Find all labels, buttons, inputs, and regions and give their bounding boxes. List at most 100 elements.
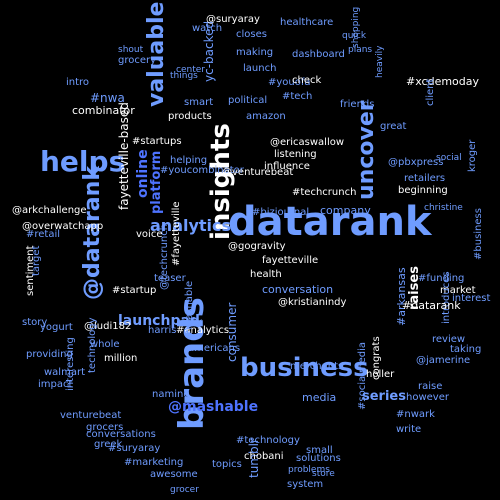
cloud-word: #business (473, 208, 484, 260)
cloud-word: #tech (282, 91, 313, 102)
cloud-word: @ludi182 (84, 321, 132, 332)
cloud-word: @suryaray (206, 14, 260, 25)
cloud-word: fayetteville-based (117, 102, 131, 210)
cloud-word: smart (184, 97, 214, 108)
cloud-word: #retail (26, 229, 61, 240)
cloud-word: helps (40, 145, 126, 178)
cloud-word: amazon (246, 111, 286, 122)
cloud-word: client (425, 78, 436, 106)
cloud-word: #suryaray (108, 443, 161, 454)
cloud-word: check (292, 75, 322, 86)
cloud-word: impact (38, 379, 73, 390)
cloud-word: launchpad (118, 313, 200, 329)
cloud-word: helping (170, 155, 208, 166)
cloud-word: fayetteville (262, 255, 319, 266)
cloud-word: @mashable (168, 399, 259, 415)
cloud-word: #analytics (176, 325, 230, 336)
cloud-word: @gogravity (228, 241, 286, 252)
cloud-word: grocer (170, 485, 199, 495)
cloud-word: walmart (44, 367, 85, 378)
cloud-word: @overwatchapp (22, 221, 104, 232)
cloud-word: system (287, 479, 324, 490)
cloud-word: combinator (72, 104, 135, 117)
cloud-word: yogurt (40, 322, 73, 333)
cloud-word: #bizjournal (252, 207, 310, 218)
cloud-word: raise (418, 381, 443, 392)
cloud-word: naming (152, 389, 190, 400)
cloud-word: online (135, 149, 151, 198)
cloud-word: conversation (262, 283, 334, 296)
cloud-word: closes (236, 29, 267, 40)
cloud-word: watch (192, 23, 223, 34)
cloud-word: topics (212, 459, 242, 470)
cloud-word: technology (87, 317, 98, 373)
cloud-word: small (306, 445, 333, 456)
cloud-word: greek (94, 439, 123, 450)
cloud-word: datarank (228, 199, 432, 245)
cloud-word: taking (450, 344, 482, 355)
cloud-word: launch (243, 63, 277, 74)
cloud-word: providing (26, 349, 73, 360)
cloud-word: center (176, 65, 205, 75)
cloud-word: heavily (375, 45, 385, 78)
cloud-word: store (312, 469, 335, 479)
cloud-word: making (236, 47, 274, 58)
cloud-word: kroger (467, 139, 478, 172)
cloud-word: grocers (86, 422, 124, 433)
cloud-word: things (170, 71, 198, 81)
cloud-word: @datarank (80, 166, 105, 300)
cloud-word: story (22, 317, 48, 328)
cloud-word: @kristianindy (278, 297, 347, 308)
cloud-word: company (320, 204, 371, 217)
cloud-word: review (432, 334, 466, 345)
cloud-word: @jamerine (416, 355, 471, 366)
cloud-word: listening (274, 149, 317, 160)
cloud-word: beginning (398, 185, 448, 196)
cloud-word: friends (340, 99, 375, 110)
cloud-word: #datarank (402, 299, 461, 312)
cloud-word: interest (452, 293, 491, 304)
cloud-word: teaser (154, 273, 186, 284)
cloud-word: problems (288, 465, 330, 475)
cloud-word: americans (188, 343, 241, 354)
cloud-word: #technology (236, 435, 300, 446)
cloud-word: voice (136, 229, 163, 240)
cloud-word: healthcare (280, 17, 334, 28)
cloud-word: #mashable (184, 280, 195, 338)
cloud-word: conversations (86, 429, 156, 440)
cloud-word: @pbxpress (388, 157, 444, 168)
cloud-word: @ericaswallow (270, 137, 345, 148)
cloud-word: harris (148, 325, 177, 336)
cloud-word: intro (66, 77, 90, 88)
cloud-word: health (250, 269, 282, 280)
cloud-word: solutions (296, 453, 341, 464)
cloud-word: @arkchallenge (12, 205, 87, 216)
cloud-word: #fayetteville (171, 201, 182, 267)
cloud-word: awesome (150, 469, 198, 480)
cloud-word: chobani (244, 451, 284, 462)
cloud-word: analytics (150, 216, 232, 235)
cloud-word: #startup (112, 285, 157, 296)
cloud-word: plans (348, 45, 373, 55)
cloud-word: however (406, 392, 449, 403)
cloud-word: political (228, 95, 268, 106)
cloud-word: million (104, 353, 138, 364)
cloud-word: #youcombinator (160, 165, 244, 176)
cloud-word: quick (342, 31, 367, 41)
cloud-word: dashboard (292, 49, 345, 60)
cloud-word: click (180, 317, 203, 328)
cloud-word: venturebeat (60, 410, 122, 421)
cloud-word: media (302, 391, 337, 404)
cloud-word: christine (424, 203, 463, 213)
cloud-word: @venturebeat (222, 167, 294, 178)
cloud-word: #funding (418, 273, 465, 284)
cloud-word: great (380, 121, 407, 132)
cloud-word: #xcdemoday (406, 75, 480, 88)
cloud-word: shopping (351, 6, 361, 48)
cloud-word: shout (118, 45, 144, 55)
cloud-word: series (362, 389, 406, 404)
cloud-word: #arkansas (395, 267, 408, 326)
cloud-word: business (240, 353, 369, 383)
